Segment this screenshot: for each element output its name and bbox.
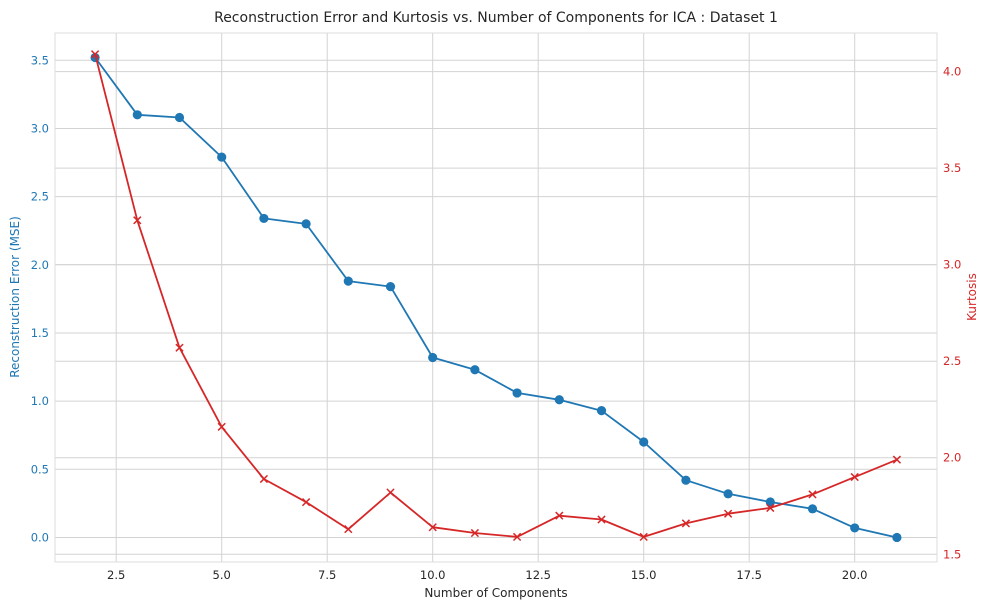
reconstruction-error-point (639, 437, 649, 447)
kurtosis-point (681, 519, 691, 528)
kurtosis-point (217, 422, 226, 431)
x-tick-label: 15.0 (631, 568, 657, 582)
kurtosis-point (259, 474, 269, 484)
kurtosis-point (766, 503, 775, 513)
y-tick-label-right: 4.0 (943, 65, 961, 79)
y-tick-label-right: 2.5 (943, 354, 961, 368)
x-axis-label: Number of Components (424, 586, 567, 600)
reconstruction-error-point (723, 489, 733, 499)
y-tick-label-right: 3.0 (943, 258, 961, 272)
y-tick-label-left: 0.5 (31, 462, 49, 476)
y-tick-label-left: 2.0 (31, 258, 49, 272)
x-tick-label: 2.5 (107, 568, 125, 582)
kurtosis-point (555, 511, 564, 520)
y-tick-label-left: 1.5 (31, 326, 49, 340)
y-axis-label-left: Reconstruction Error (MSE) (8, 216, 22, 378)
kurtosis-point (723, 509, 733, 518)
kurtosis-point (639, 532, 648, 542)
y-tick-label-right: 2.0 (943, 451, 961, 465)
plot-area-frame (54, 32, 938, 563)
y-tick-label-left: 3.5 (31, 53, 49, 67)
kurtosis-point (850, 472, 859, 482)
x-tick-label: 5.0 (213, 568, 231, 582)
kurtosis-point (428, 523, 437, 532)
x-tick-label: 12.5 (525, 568, 551, 582)
reconstruction-error-point (428, 352, 438, 363)
y-axis-label-right: Kurtosis (965, 273, 979, 321)
y-tick-label-left: 1.0 (31, 394, 49, 408)
grid-lines (55, 33, 937, 562)
kurtosis-point (386, 488, 395, 497)
x-tick-label: 20.0 (842, 568, 868, 582)
kurtosis-point (175, 343, 184, 352)
reconstruction-error-point (217, 152, 227, 162)
reconstruction-error-line (94, 56, 898, 539)
reconstruction-error-point (807, 504, 818, 514)
kurtosis-point (301, 498, 311, 507)
y-tick-label-right: 3.5 (943, 161, 961, 175)
tick-labels: 2.5 5.0 7.5 10.0 12.5 15.0 17.5 20.0 0.0 0.5 1.0 1.… (31, 53, 962, 582)
reconstruction-error-point (301, 219, 311, 229)
reconstruction-error-point (765, 497, 775, 507)
y-tick-label-left: 0.0 (31, 530, 49, 544)
reconstruction-error-point (174, 112, 185, 123)
kurtosis-point (344, 525, 353, 534)
chart-title: Reconstruction Error and Kurtosis vs. Nu… (214, 10, 778, 26)
y-tick-label-left: 3.0 (31, 121, 49, 135)
x-tick-label: 7.5 (318, 568, 336, 582)
y-tick-label-right: 1.5 (943, 547, 961, 561)
reconstruction-error-point (892, 532, 902, 543)
reconstruction-error-point (470, 365, 480, 375)
kurtosis-point (470, 528, 480, 538)
reconstruction-error-point (132, 110, 142, 120)
reconstruction-error-point (681, 475, 691, 485)
reconstruction-error-point (850, 523, 860, 533)
reconstruction-error-point (554, 395, 564, 405)
reconstruction-error-point (512, 388, 522, 398)
reconstruction-error-point (259, 213, 269, 224)
reconstruction-error-point (385, 281, 396, 292)
kurtosis-line (94, 53, 898, 538)
x-tick-label: 10.0 (420, 568, 446, 582)
reconstruction-error-point (596, 406, 607, 416)
kurtosis-point (808, 490, 817, 499)
x-tick-label: 17.5 (736, 568, 762, 582)
kurtosis-point (90, 50, 100, 59)
kurtosis-point (892, 455, 902, 464)
kurtosis-point (133, 216, 142, 225)
series-layer (90, 50, 902, 543)
kurtosis-point (512, 532, 522, 542)
kurtosis-point (597, 515, 606, 524)
reconstruction-error-point (343, 276, 353, 286)
y-tick-label-left: 2.5 (31, 190, 49, 204)
